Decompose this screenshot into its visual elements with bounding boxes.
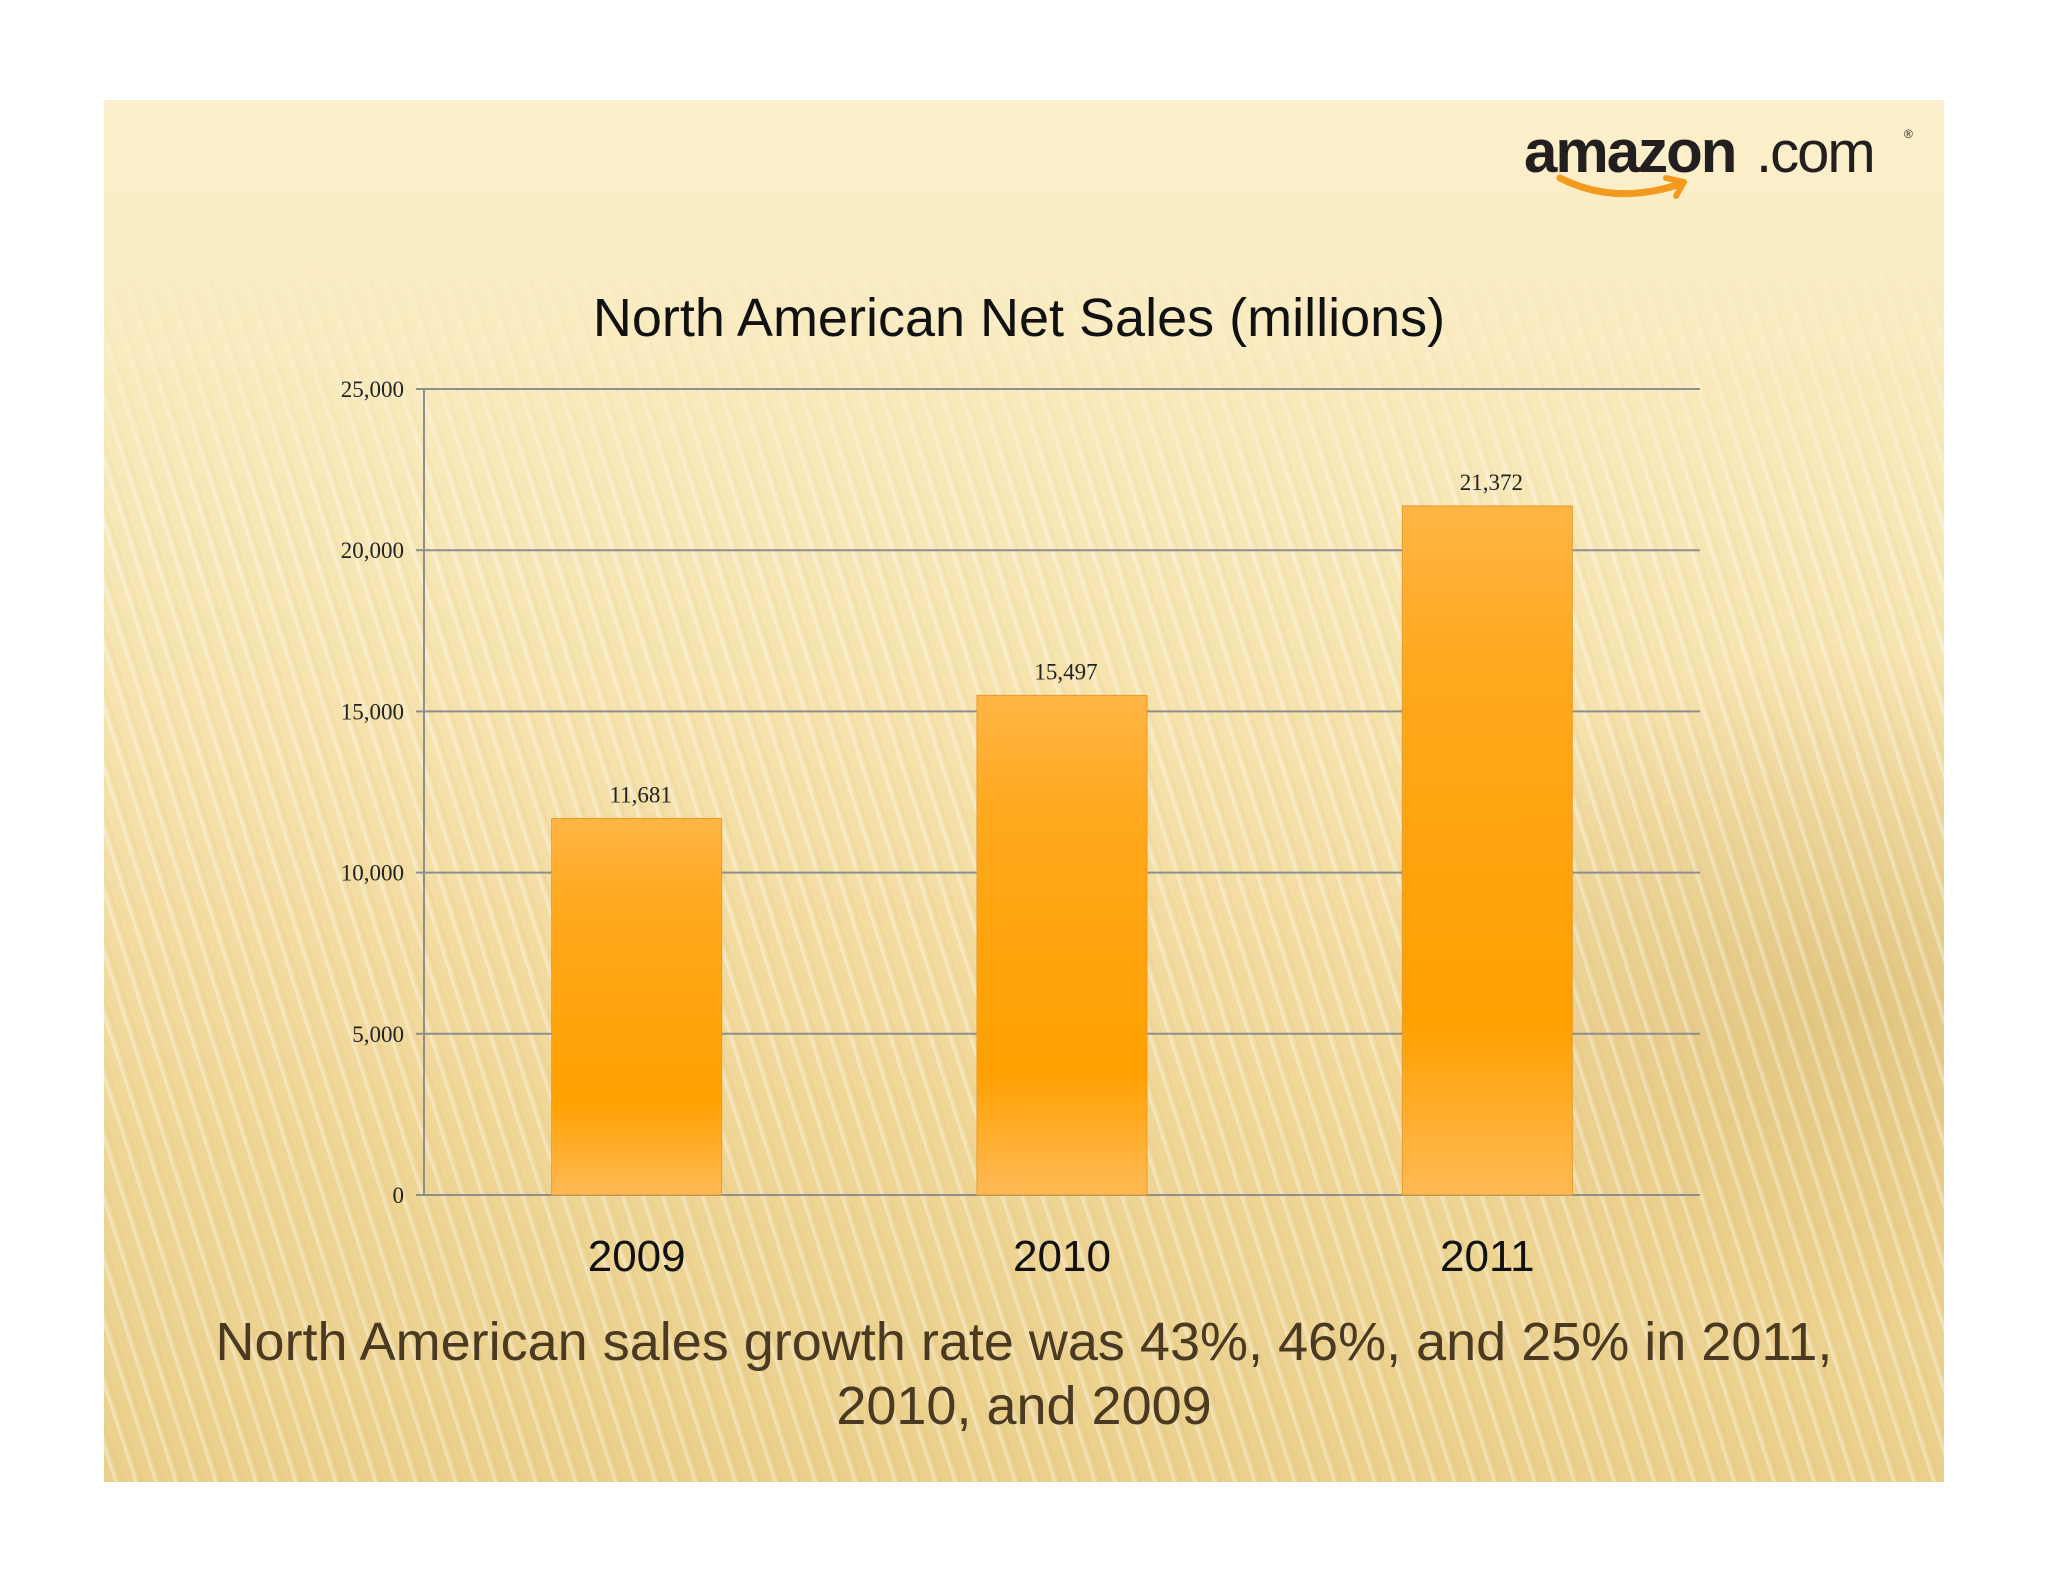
logo-suffix: .com xyxy=(1756,120,1874,185)
logo-registered-mark: ® xyxy=(1904,127,1913,141)
data-label: 11,681 xyxy=(609,782,671,807)
chart-title: North American Net Sales (millions) xyxy=(593,288,1445,348)
y-tick-label: 15,000 xyxy=(341,699,404,724)
bar-2009 xyxy=(551,817,723,1196)
y-tick-label: 0 xyxy=(393,1183,405,1208)
data-label: 21,372 xyxy=(1460,470,1523,495)
logo-wordmark: amazon xyxy=(1524,118,1735,185)
bar-2010 xyxy=(976,694,1148,1196)
y-tick-label: 25,000 xyxy=(341,377,404,402)
bar-chart: North American Net Sales (millions) 0 5,0… xyxy=(341,288,1700,1281)
bars xyxy=(551,505,1573,1196)
amazon-logo: amazon .com ® xyxy=(1524,118,1913,199)
smile-arrow-icon xyxy=(1556,174,1684,198)
x-category-label: 2009 xyxy=(588,1232,686,1281)
y-tick-label: 20,000 xyxy=(341,538,404,563)
y-axis-ticks: 0 5,000 10,000 15,000 20,000 25,000 xyxy=(341,377,424,1208)
x-axis-labels: 2009 2010 2011 xyxy=(588,1232,1535,1281)
y-tick-label: 10,000 xyxy=(341,861,404,886)
data-labels: 11,681 15,497 21,372 xyxy=(609,470,1522,807)
y-tick-label: 5,000 xyxy=(352,1022,404,1047)
growth-caption: North American sales growth rate was 43%… xyxy=(215,1312,1833,1436)
x-category-label: 2011 xyxy=(1440,1232,1535,1281)
data-label: 15,497 xyxy=(1034,659,1097,684)
x-category-label: 2010 xyxy=(1013,1232,1111,1281)
slide: amazon .com ® North American Net Sales (… xyxy=(104,100,1944,1482)
smile-arrowhead-icon xyxy=(1663,175,1687,199)
bar-2011 xyxy=(1401,505,1573,1196)
